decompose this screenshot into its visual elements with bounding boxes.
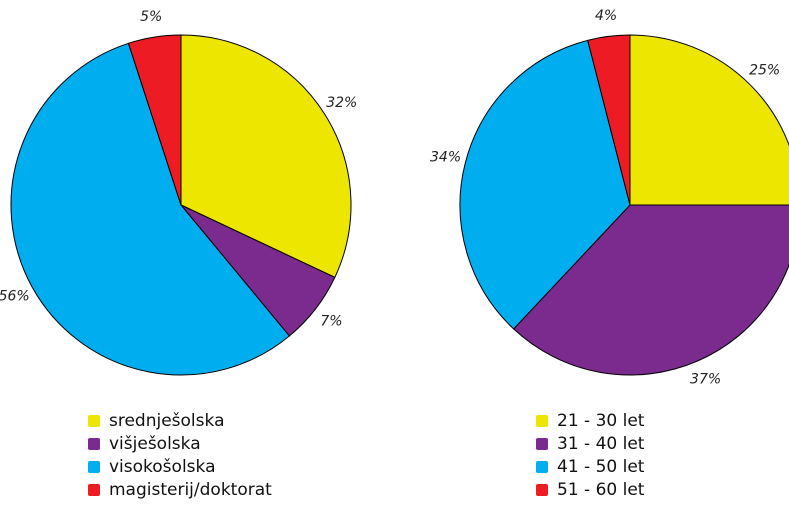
legend-swatch	[88, 484, 100, 496]
value-label: 25%	[749, 62, 780, 78]
legend-swatch	[88, 415, 100, 427]
legend-label: srednješolska	[109, 411, 224, 431]
pie-slice	[127, 34, 182, 206]
value-label: 56%	[0, 289, 30, 305]
legend-label: magisterij/doktorat	[109, 480, 272, 500]
pie-slice	[629, 34, 789, 206]
legend-swatch	[536, 438, 548, 450]
pie-slice	[587, 34, 631, 206]
pie-slice	[10, 42, 291, 376]
legend-swatch	[536, 415, 548, 427]
value-label: 4%	[595, 8, 617, 24]
value-label: 34%	[430, 150, 461, 166]
pie-slice	[512, 204, 789, 376]
legend-swatch	[88, 438, 100, 450]
legend-label: višješolska	[109, 434, 201, 454]
value-label: 37%	[690, 372, 721, 388]
legend-swatch	[88, 461, 100, 473]
legend-swatch	[536, 461, 548, 473]
legend-label: 41 - 50 let	[557, 457, 645, 477]
pie-slice	[180, 34, 352, 279]
value-label: 7%	[320, 314, 342, 330]
pie-slice	[459, 39, 631, 330]
legend-label: 31 - 40 let	[557, 434, 645, 454]
value-label: 32%	[326, 95, 357, 111]
legend-label: 21 - 30 let	[557, 411, 645, 431]
legend-swatch	[536, 484, 548, 496]
legend-label: 51 - 60 let	[557, 480, 645, 500]
value-label: 5%	[140, 9, 162, 25]
legend-label: visokošolska	[109, 457, 215, 477]
